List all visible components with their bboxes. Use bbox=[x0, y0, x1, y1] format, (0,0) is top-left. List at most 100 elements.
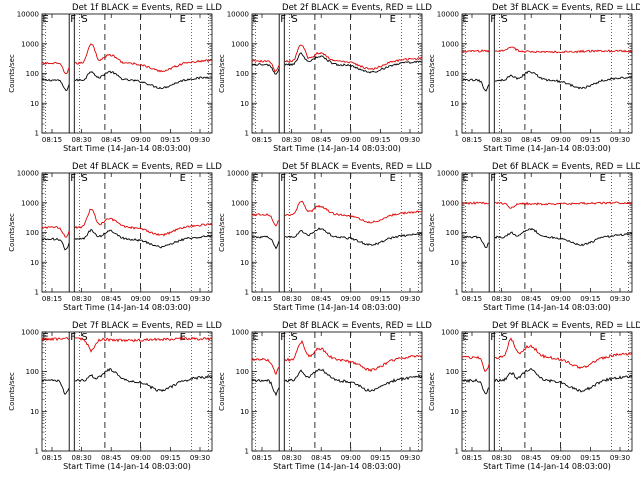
panel-title: Det 6f BLACK = Events, RED = LLD bbox=[492, 162, 640, 172]
plot-frame bbox=[251, 172, 423, 293]
marker-label-f: F bbox=[490, 173, 496, 184]
marker-label-e1: E bbox=[252, 173, 258, 184]
marker-label-e2: E bbox=[600, 332, 606, 343]
marker-label-f: F bbox=[280, 332, 286, 343]
y-tick-label: 1000 bbox=[231, 199, 249, 207]
marker-label-s: S bbox=[81, 173, 87, 184]
x-tick-label: 08:30 bbox=[282, 136, 302, 144]
marker-label-e2: E bbox=[180, 14, 186, 25]
x-axis-label: Start Time (14-Jan-14 08:03:00) bbox=[483, 144, 611, 153]
marker-label-e2: E bbox=[600, 173, 606, 184]
y-tick-label: 1000 bbox=[441, 199, 459, 207]
x-tick-label: 09:30 bbox=[190, 136, 210, 144]
x-tick-label: 09:00 bbox=[341, 454, 361, 462]
series-events-line bbox=[251, 368, 423, 397]
marker-label-s: S bbox=[291, 173, 297, 184]
y-tick-label: 1 bbox=[35, 289, 39, 297]
marker-label-e1: E bbox=[462, 14, 468, 25]
x-tick-label: 09:30 bbox=[190, 454, 210, 462]
x-tick-label: 08:45 bbox=[311, 136, 331, 144]
x-tick-label: 09:00 bbox=[341, 136, 361, 144]
plot-frame bbox=[251, 13, 423, 134]
x-tick-label: 08:30 bbox=[72, 295, 92, 303]
x-tick-label: 09:15 bbox=[370, 454, 390, 462]
marker-label-f: F bbox=[280, 14, 286, 25]
marker-label-e2: E bbox=[180, 173, 186, 184]
y-tick-label: 100 bbox=[26, 368, 39, 376]
marker-label-e1: E bbox=[252, 332, 258, 343]
x-tick-label: 08:45 bbox=[101, 295, 121, 303]
y-tick-label: 10 bbox=[240, 100, 249, 108]
y-tick-label: 1 bbox=[245, 289, 249, 297]
x-tick-label: 08:45 bbox=[311, 295, 331, 303]
series-lld-line bbox=[41, 336, 213, 353]
panel-det-4: Det 4f BLACK = Events, RED = LLD 1 10 100 10… bbox=[8, 162, 222, 312]
marker-label-s: S bbox=[81, 332, 87, 343]
x-tick-label: 08:30 bbox=[282, 454, 302, 462]
panel-det-6: Det 6f BLACK = Events, RED = LLD 1 10 100 10… bbox=[428, 162, 640, 312]
marker-label-e2: E bbox=[600, 14, 606, 25]
y-tick-label: 1000 bbox=[231, 329, 249, 337]
x-tick-label: 08:30 bbox=[282, 295, 302, 303]
plot-frame bbox=[461, 13, 633, 134]
panel-det-8: Det 8f BLACK = Events, RED = LLD 1 10 100 10… bbox=[218, 321, 432, 471]
plot-frame bbox=[41, 13, 213, 134]
x-tick-label: 08:15 bbox=[462, 295, 482, 303]
x-tick-label: 09:30 bbox=[190, 295, 210, 303]
y-tick-label: 1 bbox=[455, 130, 459, 138]
y-tick-label: 1 bbox=[35, 130, 39, 138]
y-axis-label: Counts/sec bbox=[218, 372, 226, 411]
y-tick-label: 10 bbox=[450, 408, 459, 416]
y-tick-label: 100 bbox=[236, 70, 249, 78]
x-tick-label: 08:45 bbox=[101, 454, 121, 462]
marker-label-e2: E bbox=[180, 332, 186, 343]
x-tick-label: 08:15 bbox=[42, 136, 62, 144]
y-tick-label: 1000 bbox=[21, 40, 39, 48]
y-axis-label: Counts/sec bbox=[218, 213, 226, 252]
x-tick-label: 09:15 bbox=[160, 454, 180, 462]
x-axis-label: Start Time (14-Jan-14 08:03:00) bbox=[273, 462, 401, 471]
y-axis-label: Counts/sec bbox=[8, 213, 16, 252]
x-tick-label: 09:00 bbox=[131, 454, 151, 462]
marker-label-f: F bbox=[280, 173, 286, 184]
panel-title: Det 7f BLACK = Events, RED = LLD bbox=[72, 321, 222, 331]
y-tick-label: 10 bbox=[240, 408, 249, 416]
plot-frame bbox=[461, 172, 633, 293]
marker-label-e1: E bbox=[42, 173, 48, 184]
x-tick-label: 09:15 bbox=[580, 454, 600, 462]
panel-title: Det 4f BLACK = Events, RED = LLD bbox=[72, 162, 222, 172]
x-axis-label: Start Time (14-Jan-14 08:03:00) bbox=[273, 303, 401, 312]
y-tick-label: 10000 bbox=[17, 170, 39, 178]
x-tick-label: 08:45 bbox=[521, 454, 541, 462]
series-lld-line bbox=[41, 208, 213, 238]
y-tick-label: 10 bbox=[240, 259, 249, 267]
x-tick-label: 09:00 bbox=[551, 454, 571, 462]
series-lld-line bbox=[461, 337, 633, 372]
series-events-line bbox=[462, 70, 633, 92]
x-tick-label: 09:00 bbox=[341, 295, 361, 303]
y-tick-label: 100 bbox=[446, 70, 459, 78]
series-events-line bbox=[41, 70, 213, 92]
y-tick-label: 10000 bbox=[227, 11, 249, 19]
y-tick-label: 100 bbox=[26, 70, 39, 78]
marker-label-s: S bbox=[501, 14, 507, 25]
x-tick-label: 09:30 bbox=[400, 136, 420, 144]
x-axis-label: Start Time (14-Jan-14 08:03:00) bbox=[483, 303, 611, 312]
y-tick-label: 100 bbox=[446, 368, 459, 376]
y-tick-label: 100 bbox=[236, 229, 249, 237]
marker-label-s: S bbox=[291, 14, 297, 25]
x-axis-label: Start Time (14-Jan-14 08:03:00) bbox=[63, 462, 191, 471]
plot-frame bbox=[251, 331, 423, 452]
x-tick-label: 08:30 bbox=[72, 454, 92, 462]
series-lld-line bbox=[251, 339, 423, 376]
x-tick-label: 08:45 bbox=[521, 295, 541, 303]
x-tick-label: 09:15 bbox=[160, 295, 180, 303]
series-events-line bbox=[461, 227, 633, 249]
y-tick-label: 1 bbox=[455, 448, 459, 456]
y-tick-label: 1000 bbox=[231, 40, 249, 48]
panel-det-5: Det 5f BLACK = Events, RED = LLD 1 10 100 10… bbox=[218, 162, 432, 312]
